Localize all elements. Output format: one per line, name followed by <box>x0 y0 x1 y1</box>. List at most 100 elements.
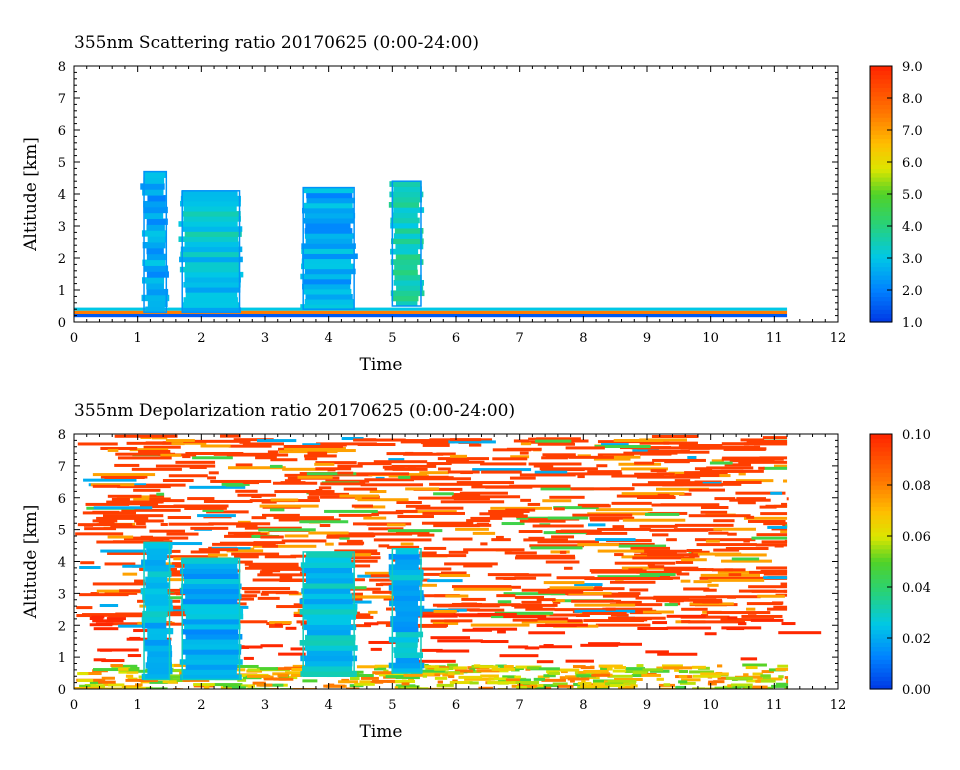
cloud-cell <box>305 294 353 300</box>
colorbar-segment <box>870 66 892 71</box>
depol-streak <box>111 497 130 501</box>
depol-streak <box>149 494 165 498</box>
x-tick-label: 7 <box>516 331 524 346</box>
depol-streak <box>479 512 524 516</box>
depol-streak <box>256 667 278 671</box>
cloud-cell <box>147 668 173 675</box>
depol-streak <box>494 611 554 615</box>
depol-streak <box>183 439 245 443</box>
depol-streak <box>160 522 168 526</box>
depol-streak <box>523 538 568 542</box>
depol-streak <box>727 616 738 620</box>
depol-streak <box>510 455 530 459</box>
depol-streak <box>190 550 220 554</box>
depol-streak <box>570 487 634 491</box>
depol-streak <box>752 672 763 676</box>
depol-streak <box>743 516 788 520</box>
x-tick-label: 4 <box>325 331 333 346</box>
depol-streak <box>197 506 227 510</box>
x-tick-label: 5 <box>388 698 396 713</box>
x-tick-label: 1 <box>134 331 142 346</box>
y-tick-label: 7 <box>58 460 66 475</box>
depol-streak <box>549 495 585 499</box>
depol-streak <box>453 666 467 670</box>
depol-streak <box>77 442 118 446</box>
depol-streak <box>353 673 374 677</box>
depol-streak <box>595 538 636 542</box>
cloud-cell <box>184 578 240 585</box>
depol-streak <box>323 684 345 688</box>
depol-streak <box>699 469 744 473</box>
depol-streak <box>104 591 138 595</box>
cloud-cell <box>140 183 165 190</box>
depol-streak <box>357 462 392 466</box>
depol-streak <box>630 546 671 550</box>
depol-streak <box>118 668 139 672</box>
depol-streak <box>189 465 207 469</box>
depol-streak <box>398 475 423 479</box>
depol-streak <box>647 553 698 557</box>
y-tick-label: 7 <box>58 92 66 107</box>
cloud-cell <box>391 295 419 302</box>
depol-streak <box>692 687 720 689</box>
depol-streak <box>405 504 431 508</box>
depol-streak <box>688 514 751 518</box>
depol-streak <box>593 457 631 461</box>
cloud-cell <box>185 664 238 670</box>
depol-streak <box>108 614 146 618</box>
cloud-cell <box>389 600 419 607</box>
depol-streak <box>731 557 760 561</box>
depol-streak <box>645 650 669 654</box>
depol-streak <box>190 526 229 530</box>
colorbar-segment <box>870 442 892 448</box>
depol-streak <box>293 449 356 453</box>
depol-streak <box>92 582 155 586</box>
depol-streak <box>400 612 456 616</box>
depol-streak <box>244 590 261 594</box>
depol-streak <box>678 670 689 674</box>
cloud-cell <box>142 242 166 249</box>
depol-streak <box>357 498 409 502</box>
depol-streak <box>269 508 285 512</box>
colorbar-segment <box>870 510 892 516</box>
cloud-cell <box>393 233 423 239</box>
depol-streak <box>608 616 666 620</box>
x-tick-label: 12 <box>830 331 847 346</box>
depol-streak <box>397 515 434 519</box>
y-axis-label: Altitude [km] <box>21 137 41 252</box>
depol-streak <box>325 542 334 546</box>
depol-streak <box>586 676 600 680</box>
depol-streak <box>584 577 632 581</box>
cloud-cell <box>181 583 242 590</box>
depol-streak <box>370 647 382 651</box>
depol-streak <box>567 619 583 623</box>
depol-streak <box>243 656 254 660</box>
cloud-cell <box>301 243 356 249</box>
colorbar-segment <box>870 497 892 503</box>
depol-streak <box>679 492 692 496</box>
cloud-cell <box>391 667 423 674</box>
cloud-cell <box>143 171 167 178</box>
depol-streak <box>284 473 333 477</box>
depol-streak <box>76 606 93 610</box>
cloud-cell <box>183 307 242 313</box>
depol-streak <box>307 496 320 500</box>
depol-streak <box>449 681 473 685</box>
colorbar-segment <box>870 650 892 656</box>
depol-streak <box>110 525 147 529</box>
depol-streak <box>570 679 575 683</box>
depol-streak <box>724 463 752 467</box>
depol-streak <box>705 482 742 486</box>
colorbar-segment <box>870 587 892 592</box>
depol-streak <box>125 678 152 682</box>
depol-streak <box>473 664 481 668</box>
depol-streak <box>79 672 102 676</box>
depol-streak <box>264 555 297 559</box>
depol-streak <box>457 495 521 499</box>
depol-streak <box>407 572 445 576</box>
depol-streak <box>504 551 537 555</box>
depol-streak <box>449 454 468 458</box>
cloud-cell <box>392 196 423 203</box>
depol-streak <box>660 687 678 689</box>
colorbar-segment <box>870 117 892 123</box>
